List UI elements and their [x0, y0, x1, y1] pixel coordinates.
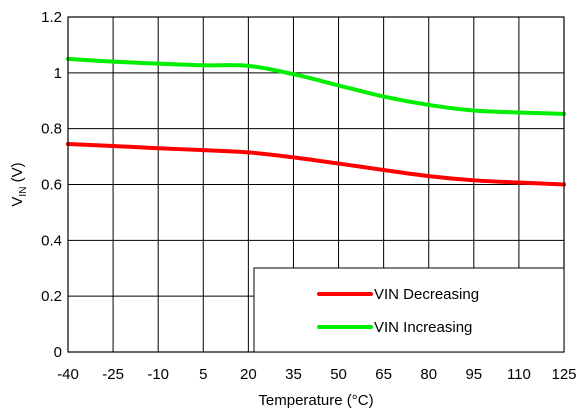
x-tick-label: -10	[147, 366, 169, 383]
legend-box	[253, 267, 565, 353]
x-tick-label: -25	[102, 366, 124, 383]
y-tick-label: 1.2	[41, 9, 62, 26]
series-line-vin-decreasing	[66, 142, 566, 187]
y-tick-label: 0	[54, 344, 62, 361]
y-axis-title: VIN (V)	[9, 162, 29, 206]
legend: VIN Decreasing VIN Increasing	[253, 267, 565, 353]
x-tick-label: 95	[465, 366, 482, 383]
x-tick-label: 110	[507, 366, 531, 383]
legend-label-vin-increasing: VIN Increasing	[374, 319, 472, 336]
y-axis-title-unit: (V)	[9, 162, 26, 186]
y-tick-labels: 0 0.2 0.4 0.6 0.8 1 1.2	[41, 9, 62, 361]
y-tick-label: 1	[54, 65, 62, 82]
x-tick-label: 35	[285, 366, 302, 383]
y-axis-title-main: V	[9, 197, 26, 207]
x-tick-label: -40	[57, 366, 79, 383]
legend-label-vin-decreasing: VIN Decreasing	[374, 286, 479, 303]
series-line-vin-increasing	[66, 56, 566, 116]
x-tick-label: 50	[330, 366, 347, 383]
series-lines	[66, 56, 566, 187]
y-tick-label: 0.6	[41, 177, 62, 194]
y-tick-label: 0.2	[41, 288, 62, 305]
y-tick-label: 0.4	[41, 232, 62, 249]
grid-lines	[68, 17, 564, 352]
x-axis-title: Temperature (°C)	[258, 392, 373, 409]
x-tick-labels: -40 -25 -10 5 20 35 50 65 80 95 110 125	[57, 366, 576, 383]
x-tick-label: 5	[199, 366, 207, 383]
x-tick-label: 20	[240, 366, 257, 383]
y-tick-label: 0.8	[41, 121, 62, 138]
x-tick-label: 65	[375, 366, 392, 383]
x-tick-label: 80	[420, 366, 437, 383]
x-tick-label: 125	[551, 366, 576, 383]
y-axis-title-subscript: IN	[18, 187, 29, 197]
